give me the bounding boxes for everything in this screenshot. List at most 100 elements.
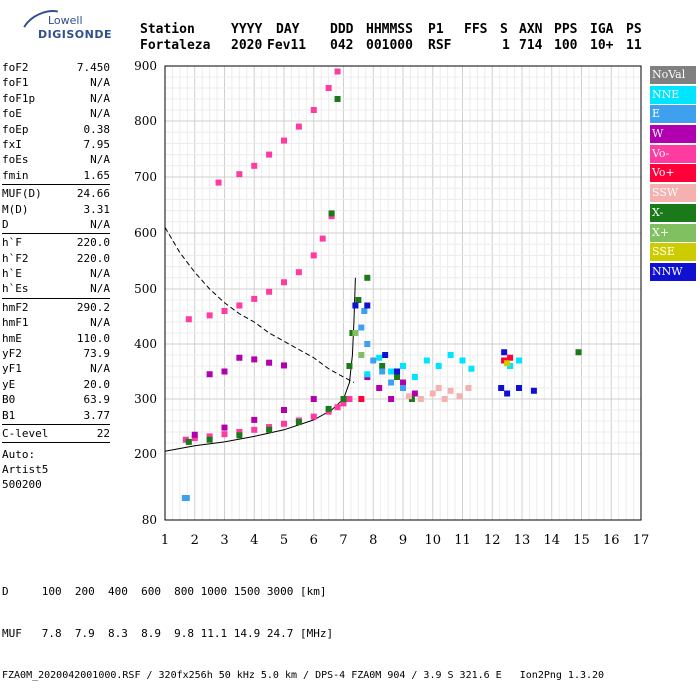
header-label-4: HHMMSS: [366, 22, 413, 37]
data-point: [215, 179, 222, 186]
legend-item: NoVal: [650, 66, 696, 84]
x-tick-label: 5: [280, 533, 288, 548]
param-value: 220.0: [76, 251, 110, 265]
data-point: [400, 363, 406, 369]
param-row: fmin 1.65: [2, 168, 110, 183]
param-value: 7.95: [83, 137, 111, 151]
data-point: [251, 162, 258, 169]
data-point: [181, 495, 190, 501]
data-point: [221, 424, 228, 431]
data-point: [456, 393, 463, 400]
data-point: [281, 137, 287, 144]
y-tick-label: 80: [142, 513, 157, 527]
param-value: 63.9: [83, 393, 111, 407]
series-X+: [352, 330, 365, 358]
param-name: M(D): [2, 202, 29, 216]
data-point: [236, 432, 243, 439]
x-tick-label: 4: [250, 533, 258, 548]
dashed-curve: [164, 227, 355, 383]
data-point: [191, 435, 198, 442]
param-value: 1.65: [83, 168, 111, 182]
auto-line1: Auto:: [2, 448, 36, 462]
data-point: [266, 151, 273, 158]
data-point: [266, 359, 273, 366]
x-tick-label: 9: [399, 533, 407, 548]
data-point: [447, 387, 454, 394]
auto-line3: 500200: [2, 478, 42, 492]
grid: [164, 65, 642, 521]
y-tick-label: 700: [134, 170, 157, 184]
data-point: [358, 396, 365, 402]
data-point: [346, 363, 353, 369]
data-point: [352, 330, 359, 336]
param-name: fxI: [2, 137, 22, 151]
data-point: [310, 413, 317, 420]
param-name: foF2: [2, 61, 29, 74]
data-point: [501, 349, 508, 356]
data-point: [346, 396, 353, 402]
param-value: 3.77: [83, 408, 111, 422]
param-name: foE: [2, 107, 22, 121]
data-point: [236, 171, 243, 178]
data-point: [251, 356, 258, 363]
data-point: [364, 341, 371, 347]
header-label-8: AXN: [519, 22, 543, 37]
data-point: [405, 393, 412, 400]
header-label-2: DAY: [276, 22, 300, 37]
header-value-4: 001000: [366, 38, 413, 53]
param-row: foE N/A: [2, 106, 110, 121]
y-tick-label: 200: [134, 447, 157, 461]
data-point: [364, 302, 371, 309]
data-point: [352, 302, 359, 309]
data-point: [376, 354, 383, 361]
legend-item: Vo-: [650, 144, 696, 163]
param-row: foEs N/A: [2, 152, 110, 167]
param-row: B0 63.9: [2, 392, 110, 407]
header-value-5: RSF: [428, 38, 452, 53]
separator: [2, 233, 110, 235]
param-name: D: [2, 217, 9, 231]
param-row: fxI 7.95: [2, 137, 110, 152]
data-point: [266, 288, 273, 295]
x-tick-label: 7: [339, 533, 347, 548]
data-point: [295, 123, 302, 130]
x-tick-label: 2: [191, 533, 199, 548]
data-point: [364, 274, 371, 281]
data-point: [191, 431, 198, 438]
x-tick-label: 8: [369, 533, 377, 548]
data-point: [441, 396, 448, 402]
param-row: foEp 0.38: [2, 122, 110, 137]
data-point: [400, 379, 406, 386]
data-point: [388, 379, 395, 386]
data-point: [206, 436, 213, 443]
ionogram-chart: 1 2 3 4 5 6 7 8 9 10 11 12 13 14 15 16 17802003004005006…: [134, 59, 649, 548]
param-value: 24.66: [76, 187, 110, 201]
data-point: [340, 396, 347, 402]
x-tick-label: 3: [220, 533, 228, 548]
x-tick-label: 13: [514, 533, 531, 548]
data-point: [206, 371, 213, 378]
data-point: [185, 316, 192, 323]
param-value: 3.31: [83, 202, 111, 216]
param-name: h`F2: [2, 251, 29, 265]
data-point: [530, 387, 537, 394]
header-label-6: FFS: [464, 22, 488, 37]
data-point: [310, 396, 317, 402]
param-row: foF1p N/A: [2, 91, 110, 106]
data-point: [411, 374, 418, 380]
param-row: h`F 220.0: [2, 235, 110, 250]
data-point: [376, 385, 383, 391]
header-value-1: 2020: [231, 38, 263, 53]
data-point: [310, 252, 317, 259]
data-point: [379, 368, 386, 375]
data-point: [429, 390, 436, 397]
header-value-2: Fev11: [267, 38, 307, 53]
param-row: h`F2 220.0: [2, 251, 110, 266]
series-E: [358, 308, 406, 391]
parameter-panel: foF2 7.450 foF1 N/A foF1p N/A foE N/A foEp 0.38 fx…: [2, 60, 110, 492]
param-value: 290.2: [76, 300, 110, 314]
param-value: 73.9: [83, 347, 111, 361]
data-point: [281, 362, 287, 369]
plot-frame: [164, 65, 642, 521]
data-point: [459, 357, 466, 364]
